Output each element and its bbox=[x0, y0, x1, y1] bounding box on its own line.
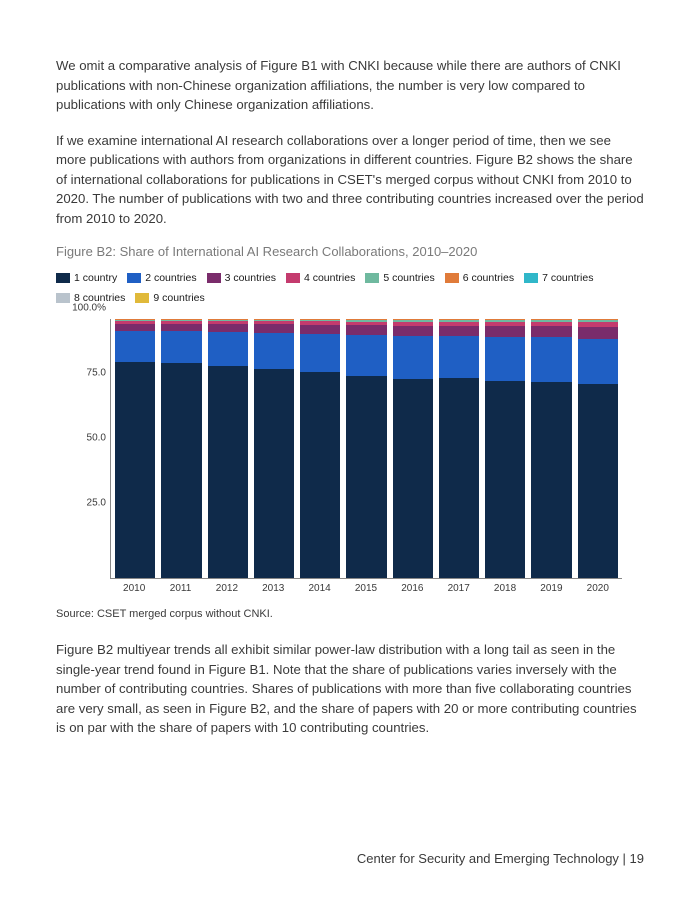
legend-label: 9 countries bbox=[153, 292, 204, 304]
bar-column bbox=[485, 319, 525, 578]
legend-item: 2 countries bbox=[127, 269, 196, 289]
x-tick-label: 2010 bbox=[114, 583, 154, 594]
chart-container: 100.0%75.050.025.0 201020112012201320142… bbox=[62, 319, 622, 594]
x-tick-label: 2016 bbox=[392, 583, 432, 594]
bar-column bbox=[393, 319, 433, 578]
legend-swatch bbox=[56, 293, 70, 303]
bar-segment bbox=[346, 376, 386, 578]
bar-column bbox=[300, 319, 340, 578]
legend-swatch bbox=[56, 273, 70, 283]
bar-column bbox=[531, 319, 571, 578]
legend-swatch bbox=[127, 273, 141, 283]
x-tick-label: 2011 bbox=[160, 583, 200, 594]
bar-segment bbox=[485, 326, 525, 337]
body-paragraph-3: Figure B2 multiyear trends all exhibit s… bbox=[56, 640, 644, 738]
bar-segment bbox=[393, 336, 433, 379]
figure-title: Figure B2: Share of International AI Res… bbox=[56, 244, 644, 259]
bar-segment bbox=[300, 334, 340, 372]
x-tick-label: 2015 bbox=[346, 583, 386, 594]
legend-swatch bbox=[286, 273, 300, 283]
bar-segment bbox=[300, 325, 340, 334]
legend-label: 7 countries bbox=[542, 272, 593, 284]
legend-item: 4 countries bbox=[286, 269, 355, 289]
chart-x-axis: 2010 2011 2012 2013 2014 2015 2016 2017 2018 2019… bbox=[110, 579, 622, 594]
legend-swatch bbox=[445, 273, 459, 283]
page-footer: Center for Security and Emerging Technol… bbox=[357, 851, 644, 866]
bar-column bbox=[578, 319, 618, 578]
x-tick-label: 2017 bbox=[439, 583, 479, 594]
x-tick-label: 2014 bbox=[299, 583, 339, 594]
legend-label: 2 countries bbox=[145, 272, 196, 284]
bar-segment bbox=[208, 324, 248, 332]
bar-segment bbox=[531, 382, 571, 578]
bar-segment bbox=[300, 372, 340, 578]
bar-segment bbox=[439, 336, 479, 378]
bar-segment bbox=[485, 337, 525, 381]
legend-label: 3 countries bbox=[225, 272, 276, 284]
bar-segment bbox=[439, 326, 479, 336]
x-tick-label: 2019 bbox=[531, 583, 571, 594]
bar-column bbox=[161, 319, 201, 578]
y-tick-label: 100.0% bbox=[72, 303, 106, 314]
legend-swatch bbox=[365, 273, 379, 283]
legend-item: 5 countries bbox=[365, 269, 434, 289]
bar-segment bbox=[346, 325, 386, 335]
chart-plot-area bbox=[110, 319, 622, 579]
chart-legend: 1 country 2 countries 3 countries 4 countri… bbox=[56, 269, 644, 309]
x-tick-label: 2013 bbox=[253, 583, 293, 594]
body-paragraph-2: If we examine international AI research … bbox=[56, 131, 644, 229]
bar-segment bbox=[254, 333, 294, 369]
y-tick-label: 75.0 bbox=[87, 368, 106, 379]
bar-segment bbox=[208, 332, 248, 366]
bar-column bbox=[439, 319, 479, 578]
bar-segment bbox=[161, 324, 201, 332]
y-tick-label: 50.0 bbox=[87, 433, 106, 444]
legend-item: 3 countries bbox=[207, 269, 276, 289]
chart-y-axis: 100.0%75.050.025.0 bbox=[62, 319, 110, 579]
x-tick-label: 2012 bbox=[207, 583, 247, 594]
legend-swatch bbox=[207, 273, 221, 283]
legend-item: 1 country bbox=[56, 269, 117, 289]
bar-segment bbox=[254, 369, 294, 578]
bar-column bbox=[208, 319, 248, 578]
bar-segment bbox=[531, 326, 571, 337]
bar-segment bbox=[578, 327, 618, 339]
bar-segment bbox=[161, 363, 201, 578]
legend-label: 6 countries bbox=[463, 272, 514, 284]
bar-segment bbox=[115, 324, 155, 331]
legend-item: 6 countries bbox=[445, 269, 514, 289]
legend-label: 4 countries bbox=[304, 272, 355, 284]
legend-swatch bbox=[135, 293, 149, 303]
figure-source-note: Source: CSET merged corpus without CNKI. bbox=[56, 608, 644, 620]
body-paragraph-1: We omit a comparative analysis of Figure… bbox=[56, 56, 644, 115]
bar-segment bbox=[439, 378, 479, 578]
bar-segment bbox=[485, 381, 525, 578]
bar-segment bbox=[578, 384, 618, 578]
legend-item: 9 countries bbox=[135, 289, 204, 309]
legend-item: 7 countries bbox=[524, 269, 593, 289]
bar-segment bbox=[208, 366, 248, 578]
bar-column bbox=[346, 319, 386, 578]
bar-segment bbox=[161, 331, 201, 363]
bar-segment bbox=[115, 331, 155, 362]
legend-label: 5 countries bbox=[383, 272, 434, 284]
bar-segment bbox=[531, 337, 571, 382]
bar-segment bbox=[578, 339, 618, 384]
bar-segment bbox=[346, 335, 386, 376]
x-tick-label: 2020 bbox=[578, 583, 618, 594]
legend-label: 1 country bbox=[74, 272, 117, 284]
bar-column bbox=[115, 319, 155, 578]
legend-swatch bbox=[524, 273, 538, 283]
bar-column bbox=[254, 319, 294, 578]
bar-segment bbox=[115, 362, 155, 578]
y-tick-label: 25.0 bbox=[87, 498, 106, 509]
bar-segment bbox=[393, 326, 433, 336]
bar-segment bbox=[393, 379, 433, 578]
x-tick-label: 2018 bbox=[485, 583, 525, 594]
bar-segment bbox=[254, 324, 294, 333]
